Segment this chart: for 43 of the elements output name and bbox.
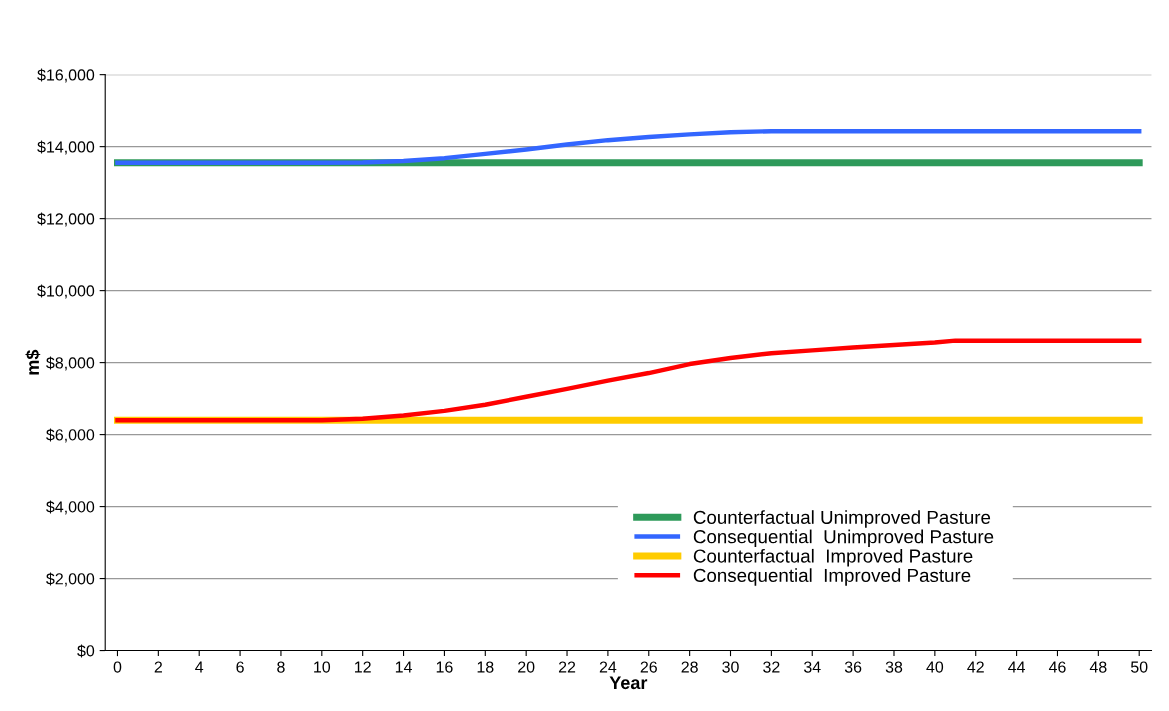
y-tick-label: $6,000 (46, 428, 95, 443)
y-tick-label: $4,000 (46, 500, 95, 515)
x-tick-label: 46 (1048, 661, 1066, 673)
legend-label: Counterfactual Improved Pasture (693, 548, 973, 567)
x-tick-label: 40 (926, 661, 944, 673)
x-axis-title: Year (609, 676, 648, 690)
x-tick-label: 32 (763, 661, 780, 673)
y-tick-label: $0 (77, 644, 95, 658)
x-tick-label: 16 (436, 661, 453, 673)
y-axis-title: m$ (25, 349, 41, 375)
x-tick-label: 12 (355, 661, 371, 673)
x-tick-label: 36 (844, 661, 862, 673)
x-tick-label: 2 (154, 661, 162, 673)
x-tick-label: 8 (277, 661, 285, 673)
x-tick-label: 4 (195, 661, 204, 673)
x-tick-label: 42 (967, 661, 984, 673)
x-tick-label: 50 (1130, 661, 1148, 673)
x-tick-label: 30 (722, 661, 739, 673)
y-tick-label: $2,000 (46, 572, 95, 587)
x-tick-label: 26 (640, 661, 657, 673)
x-tick-label: 10 (314, 661, 331, 673)
x-tick-label: 38 (885, 661, 903, 673)
legend-label: Counterfactual Unimproved Pasture (693, 510, 991, 528)
y-tick-label: $8,000 (46, 356, 95, 371)
y-tick-label: $14,000 (37, 140, 95, 155)
legend-label: Consequential Unimproved Pasture (693, 529, 994, 548)
x-tick-label: 22 (558, 661, 576, 673)
y-tick-label: $12,000 (37, 212, 95, 227)
x-tick-label: 28 (681, 661, 698, 673)
x-tick-label: 0 (113, 661, 122, 673)
x-tick-label: 14 (395, 661, 412, 673)
x-tick-label: 48 (1089, 661, 1107, 673)
y-tick-label: $10,000 (37, 284, 95, 299)
x-tick-label: 24 (599, 661, 617, 673)
x-tick-label: 18 (477, 661, 494, 673)
line-series (115, 338, 1142, 423)
x-tick-label: 20 (518, 661, 535, 673)
x-tick-label: 6 (236, 661, 244, 673)
y-tick-label: $16,000 (37, 68, 95, 83)
x-tick-label: 44 (1008, 661, 1026, 673)
x-tick-label: 34 (803, 661, 821, 673)
line-series (115, 128, 1142, 166)
legend-label: Consequential Improved Pasture (693, 568, 971, 586)
